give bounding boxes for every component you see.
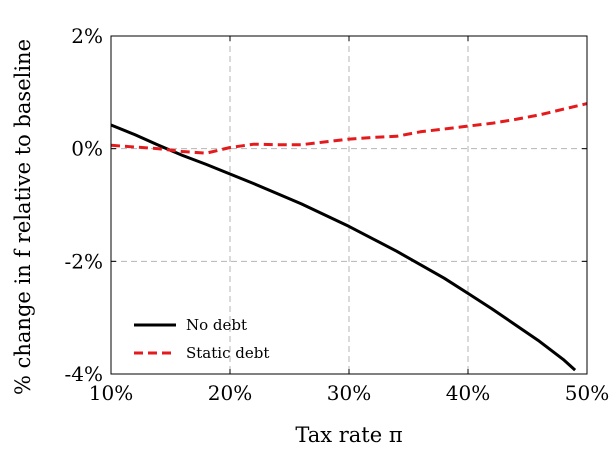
x-tick-label: 30% <box>327 381 371 405</box>
y-tick-label: -4% <box>65 362 104 386</box>
x-tick-label: 20% <box>208 381 252 405</box>
x-tick-label: 10% <box>89 381 133 405</box>
series-line-no-debt <box>110 123 577 372</box>
y-tick-label: 2% <box>71 24 103 48</box>
axis-ticks <box>110 35 588 375</box>
series-lines <box>110 102 588 372</box>
legend-label: Static debt <box>186 344 269 362</box>
series-line-static-debt <box>110 102 588 155</box>
x-axis-label: Tax rate π <box>295 423 403 447</box>
legend: No debt Static debt <box>134 316 269 362</box>
y-tick-labels: 2% 0% -2% -4% <box>65 24 104 386</box>
y-tick-label: 0% <box>71 137 103 161</box>
x-tick-label: 50% <box>565 381 609 405</box>
legend-label: No debt <box>186 316 247 334</box>
y-tick-label: -2% <box>65 249 104 273</box>
y-axis-label: % change in f relative to baseline <box>11 39 35 395</box>
x-tick-label: 40% <box>446 381 490 405</box>
x-tick-labels: 10% 20% 30% 40% 50% <box>89 381 609 405</box>
grid-lines <box>111 36 587 374</box>
